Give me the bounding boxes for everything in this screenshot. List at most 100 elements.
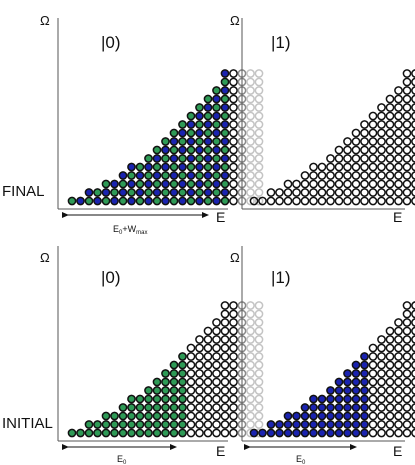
occupied-dot [127,403,136,412]
occupied-dot [300,403,310,412]
occupied-dot [161,411,170,421]
occupied-dot [144,188,153,197]
empty-dot [385,428,395,438]
empty-dot [411,154,415,163]
empty-dot [195,403,204,412]
empty-dot [275,196,284,206]
empty-dot [186,343,196,353]
occupied-dot [118,420,128,429]
occupied-dot [101,196,111,206]
occupied-dot [212,86,221,95]
state-label: |1) [271,268,291,287]
empty-dot [394,318,403,327]
faded-dot [246,386,255,395]
empty-dot [385,103,395,112]
faded-dot [254,343,264,353]
empty-dot [368,179,378,189]
panel-final-1: Ω |1) E [230,13,415,225]
occupied-dot [127,196,136,206]
occupied-dot [178,428,187,438]
occupied-dot [67,428,77,438]
occupied-dot [212,103,221,112]
faded-dot [246,145,255,155]
occupied-dot [351,403,361,412]
faded-dot [254,179,264,189]
empty-dot [195,394,204,404]
empty-dot [385,145,395,155]
occupied-dot [127,411,136,421]
occupied-dot [110,428,119,438]
empty-dot [368,386,378,395]
occupied-dot [334,403,344,412]
empty-dot [368,137,378,146]
empty-dot [411,326,415,336]
occupied-dot [152,411,162,421]
occupied-dot [195,145,204,155]
empty-dot [385,137,395,146]
occupied-dot [169,428,179,438]
empty-dot [411,428,415,438]
faded-dot [254,145,264,155]
occupied-dot [110,411,119,421]
occupied-dot [220,86,230,95]
occupied-dot [351,386,361,395]
empty-dot [368,162,378,172]
dot-grid [67,301,264,438]
empty-dot [402,86,412,95]
empty-dot [368,411,378,421]
faded-dot [246,394,255,404]
empty-dot [402,352,412,361]
occupied-dot [135,420,145,429]
occupied-dot [161,386,170,395]
occupied-dot [203,145,213,155]
state-label: |0) [101,268,121,287]
occupied-dot [101,428,111,438]
faded-dot [254,301,264,310]
empty-dot [212,411,221,421]
empty-dot [326,154,335,163]
occupied-dot [326,411,335,421]
empty-dot [411,120,415,129]
occupied-dot [135,428,145,438]
occupied-dot [178,411,187,421]
occupied-dot [220,69,230,78]
occupied-dot [317,403,327,412]
occupied-dot [169,369,179,378]
empty-dot [377,137,386,146]
empty-dot [360,128,369,138]
row-label-initial: INITIAL [2,415,53,432]
occupied-dot [178,128,187,138]
occupied-dot [178,188,187,197]
empty-dot [229,420,238,429]
occupied-dot [186,145,196,155]
empty-dot [203,403,213,412]
occupied-dot [258,428,267,438]
occupied-dot [152,162,162,172]
empty-dot [411,179,415,189]
empty-dot [258,196,267,206]
empty-dot [402,145,412,155]
empty-dot [385,111,395,121]
empty-dot [411,94,415,104]
empty-dot [229,69,238,78]
empty-dot [220,428,230,438]
occupied-dot [292,411,301,421]
occupied-dot [152,196,162,206]
empty-dot [229,386,238,395]
occupied-dot [152,403,162,412]
empty-dot [249,196,259,206]
faded-dot [246,69,255,78]
empty-dot [368,420,378,429]
occupied-dot [144,162,153,172]
empty-dot [186,352,196,361]
occupied-dot [178,137,187,146]
empty-dot [186,403,196,412]
empty-dot [377,377,386,387]
empty-dot [385,386,395,395]
empty-dot [377,128,386,138]
empty-dot [385,411,395,421]
energy-arrow-label: E0+Wmax [113,224,147,236]
empty-dot [377,428,386,438]
occupied-dot [195,188,204,197]
empty-dot [368,111,378,121]
